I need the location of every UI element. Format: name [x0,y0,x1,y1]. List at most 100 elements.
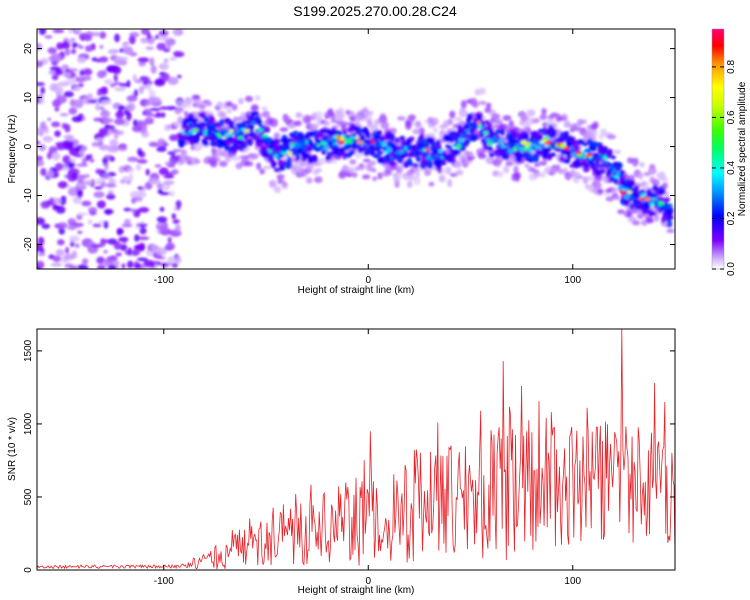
noise-blob [102,173,110,180]
noise-blob [56,239,65,246]
noise-blob [169,158,176,166]
noise-blob [49,66,62,72]
ridge-peak [338,140,346,144]
halo-blob [607,134,617,140]
noise-blob [95,178,106,183]
noise-blob [67,160,73,169]
noise-blob [167,236,172,244]
halo-blob [533,172,541,178]
halo-blob [447,118,454,126]
noise-blob [138,207,150,213]
noise-blob [159,224,168,232]
noise-blob [93,191,105,198]
noise-blob [65,72,72,78]
halo-blob [371,160,377,166]
halo-blob [259,168,266,175]
noise-blob [82,145,88,152]
noise-blob [155,34,160,40]
noise-blob [127,167,135,172]
spectrogram-image [37,29,675,269]
ridge-blob [650,211,657,217]
halo-blob [538,160,547,166]
ridge-blob [471,134,479,141]
ridge-core [212,129,219,133]
ridge-core [435,155,441,160]
halo-blob [611,187,619,193]
ridge-core [611,168,616,173]
halo-blob [632,161,638,167]
ridge-blob [316,132,324,138]
halo-blob [193,142,203,152]
halo-blob [541,107,547,115]
noise-blob [99,44,104,49]
snr-xlabel: Height of straight line (km) [298,585,415,596]
halo-blob [216,102,223,107]
noise-blob [119,244,128,251]
noise-blob [132,248,141,256]
ridge-blob [372,153,380,159]
ridge-core [246,125,253,129]
noise-blob [37,82,46,86]
noise-blob [69,235,80,243]
halo-blob [369,124,379,133]
halo-blob [467,151,474,158]
ridge-blob [337,130,343,137]
halo-blob [438,174,446,183]
halo-blob [305,163,314,171]
noise-blob [56,86,64,95]
noise-blob [87,93,93,101]
halo-blob [281,181,289,190]
noise-blob [137,236,150,241]
ridge-core [529,142,536,148]
noise-blob [84,45,93,53]
noise-blob [161,262,169,268]
noise-blob [66,225,77,231]
ridge-core [187,122,195,128]
halo-blob [662,182,669,190]
noise-blob [172,148,183,153]
halo-blob [184,156,193,161]
snr-ytick-label: 500 [23,488,34,505]
noise-blob [49,83,59,92]
noise-blob [129,172,134,182]
ridge-core [577,153,584,158]
noise-blob [67,218,77,226]
noise-blob [90,32,102,37]
ridge-core [311,146,318,150]
ridge-core [237,136,244,140]
ridge-core [613,175,619,179]
noise-blob [96,137,104,142]
noise-blob [119,179,127,184]
noise-blob [94,186,103,190]
noise-blob [93,117,105,122]
ridge-blob [454,150,461,156]
halo-blob [349,159,357,165]
ridge-blob [449,156,456,164]
noise-blob [50,53,63,63]
halo-blob [466,154,476,161]
noise-blob [126,180,132,185]
noise-blob [127,247,133,257]
ridge-blob [408,162,414,167]
ridge-core [515,144,519,148]
ridge-peak [585,153,593,157]
ridge-core [537,146,542,150]
noise-blob [109,83,116,88]
noise-blob [69,68,79,73]
noise-blob [147,96,157,104]
ridge-blob [533,157,539,163]
ridge-blob [242,144,248,149]
noise-blob [54,162,64,171]
halo-blob [231,156,241,162]
ridge-blob [512,131,520,139]
noise-blob [123,218,131,225]
halo-blob [432,126,438,133]
noise-blob [119,48,125,53]
noise-blob [100,100,113,105]
noise-blob [57,81,69,87]
snr-xtick-label: -100 [154,576,174,587]
ridge-core [492,136,497,140]
halo-blob [495,156,504,164]
noise-blob [55,249,65,257]
ridge-blob [399,135,406,142]
